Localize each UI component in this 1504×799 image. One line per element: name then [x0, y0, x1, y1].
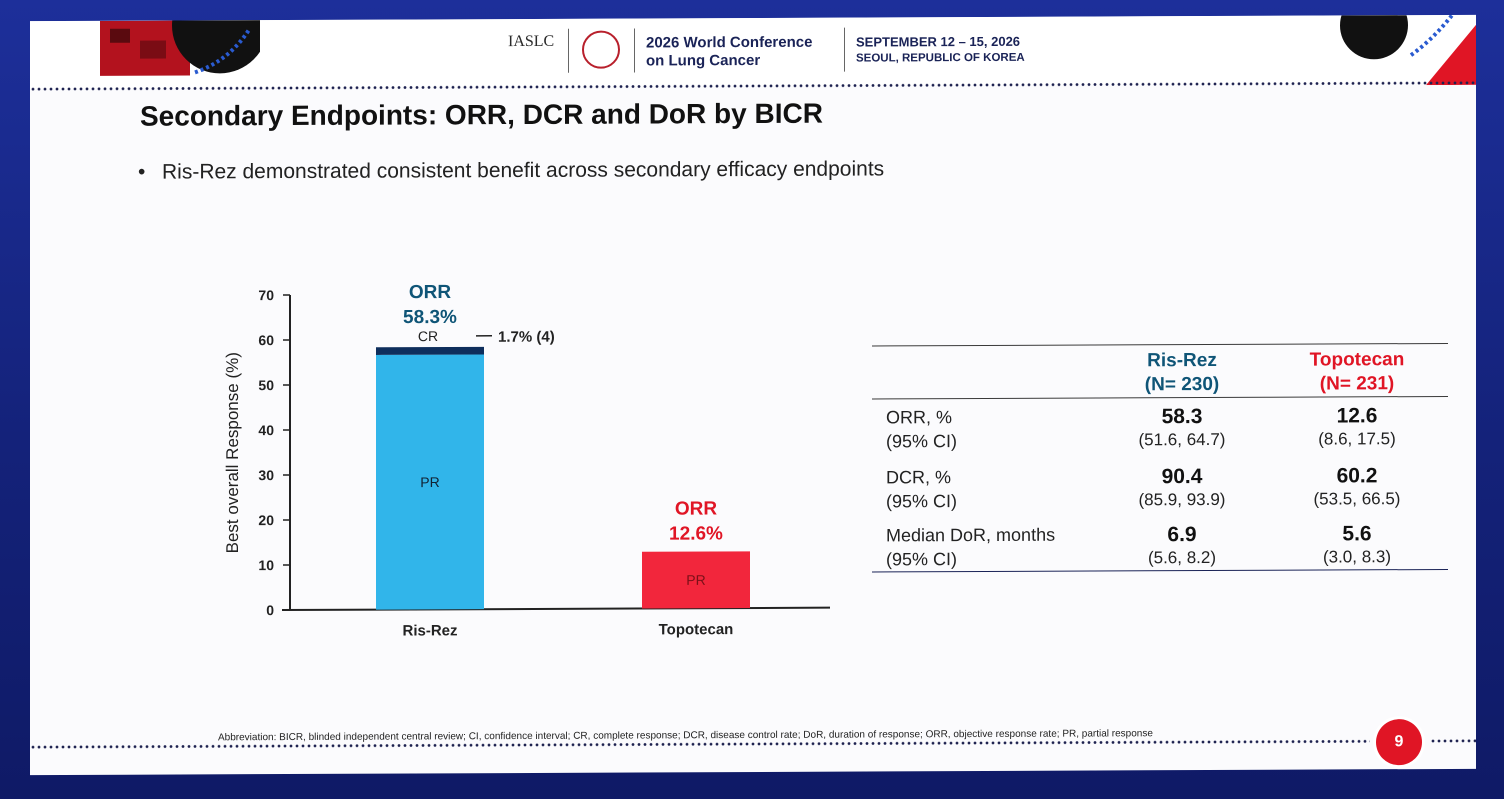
bullet-point: • Ris-Rez demonstrated consistent benefit… — [138, 157, 884, 184]
conference-location: SEOUL, REPUBLIC OF KOREA — [856, 51, 1025, 65]
row-sublabel: (95% CI) — [886, 431, 958, 452]
bar-pr-ris-rez — [376, 354, 484, 610]
cell-value: 60.2 — [1336, 464, 1378, 488]
table-row: ORR, % (95% CI) 58.3 (51.6, 64.7) 12.6 (8.6… — [872, 403, 1448, 454]
y-tick-label: 0 — [266, 602, 274, 618]
conference-header: IASLC 2026 World Conference on Lung Canc… — [30, 14, 1476, 90]
cell-ci: (8.6, 17.5) — [1318, 429, 1396, 449]
column-n: (N= 231) — [1319, 373, 1395, 395]
orr-label-topotecan: ORR — [675, 498, 717, 519]
column-header-topotecan: Topotecan (N= 231) — [1266, 344, 1448, 397]
x-category-label: Ris-Rez — [402, 622, 457, 639]
conference-dates: SEPTEMBER 12 – 15, 2026 SEOUL, REPUBLIC … — [856, 33, 1025, 68]
conference-date-range: SEPTEMBER 12 – 15, 2026 — [856, 33, 1021, 50]
row-label: DCR, % — [886, 467, 952, 488]
decorative-corner-left — [100, 20, 260, 76]
orr-value-topotecan: 12.6% — [669, 523, 723, 544]
bar-pr-topotecan — [642, 551, 750, 609]
row-sublabel: (95% CI) — [886, 549, 958, 570]
cell-ci: (53.5, 66.5) — [1313, 489, 1401, 509]
cr-percent-annotation: 1.7% (4) — [498, 329, 555, 346]
slide: IASLC 2026 World Conference on Lung Canc… — [30, 14, 1476, 776]
cell-ci: (85.9, 93.9) — [1138, 489, 1226, 510]
x-category-label: Topotecan — [659, 621, 734, 638]
slide-title: Secondary Endpoints: ORR, DCR and DoR by… — [140, 97, 823, 132]
y-tick-label: 50 — [258, 377, 274, 393]
bullet-icon: • — [138, 160, 146, 184]
y-tick-label: 40 — [258, 422, 274, 438]
iaslc-logo: IASLC — [508, 32, 555, 51]
divider — [844, 27, 845, 72]
bar-cr-ris-rez — [376, 346, 484, 355]
y-tick-label: 20 — [258, 512, 274, 528]
y-tick-label: 70 — [258, 287, 274, 303]
orr-label-risrez: ORR — [409, 282, 451, 303]
y-tick-label: 30 — [258, 467, 274, 483]
orr-bar-chart: 0 10 20 30 40 50 60 70 Best overall Response (%)… — [223, 282, 830, 640]
conference-title: 2026 World Conference on Lung Cancer — [646, 34, 812, 71]
conference-emblem-icon — [582, 30, 620, 69]
cell-value: 58.3 — [1161, 405, 1203, 429]
decorative-corner-right — [1340, 14, 1476, 86]
conference-title-line2: on Lung Cancer — [646, 51, 761, 70]
column-name: Ris-Rez — [1147, 349, 1217, 372]
row-label: ORR, % — [886, 407, 953, 428]
bullet-text: Ris-Rez demonstrated consistent benefit … — [162, 157, 885, 184]
table-row: DCR, % (95% CI) 90.4 (85.9, 93.9) 60.2 (53.… — [872, 463, 1448, 514]
endpoints-table: Ris-Rez (N= 230) Topotecan (N= 231) ORR,… — [872, 342, 1448, 573]
row-sublabel: (95% CI) — [886, 491, 958, 512]
y-tick-label: 60 — [258, 332, 274, 348]
column-name: Topotecan — [1309, 349, 1405, 371]
pr-segment-label: PR — [686, 572, 705, 588]
pr-segment-label: PR — [420, 474, 439, 490]
cell-value: 90.4 — [1161, 465, 1203, 489]
page-number-badge: 9 — [1376, 719, 1422, 766]
y-tick-label: 10 — [258, 557, 274, 573]
column-header-risrez: Ris-Rez (N= 230) — [1098, 345, 1266, 398]
table-header-row: Ris-Rez (N= 230) Topotecan (N= 231) — [872, 344, 1448, 399]
divider — [634, 28, 635, 73]
cell-value: 6.9 — [1167, 523, 1197, 547]
cell-value: 12.6 — [1336, 404, 1378, 428]
table-row: Median DoR, months (95% CI) 6.9 (5.6, 8.2)… — [872, 521, 1448, 572]
cell-value: 5.6 — [1342, 522, 1372, 546]
cell-ci: (5.6, 8.2) — [1147, 547, 1217, 568]
cell-ci: (3.0, 8.3) — [1322, 547, 1392, 567]
row-label: Median DoR, months — [886, 524, 1056, 546]
dotted-divider-bottom-right — [1430, 738, 1476, 744]
conference-title-line1: 2026 World Conference — [646, 33, 813, 52]
orr-value-risrez: 58.3% — [403, 307, 457, 328]
cr-segment-label: CR — [418, 328, 438, 344]
column-n: (N= 230) — [1144, 373, 1220, 396]
divider — [568, 28, 569, 73]
cell-ci: (51.6, 64.7) — [1138, 429, 1226, 450]
y-axis-label: Best overall Response (%) — [223, 352, 242, 553]
